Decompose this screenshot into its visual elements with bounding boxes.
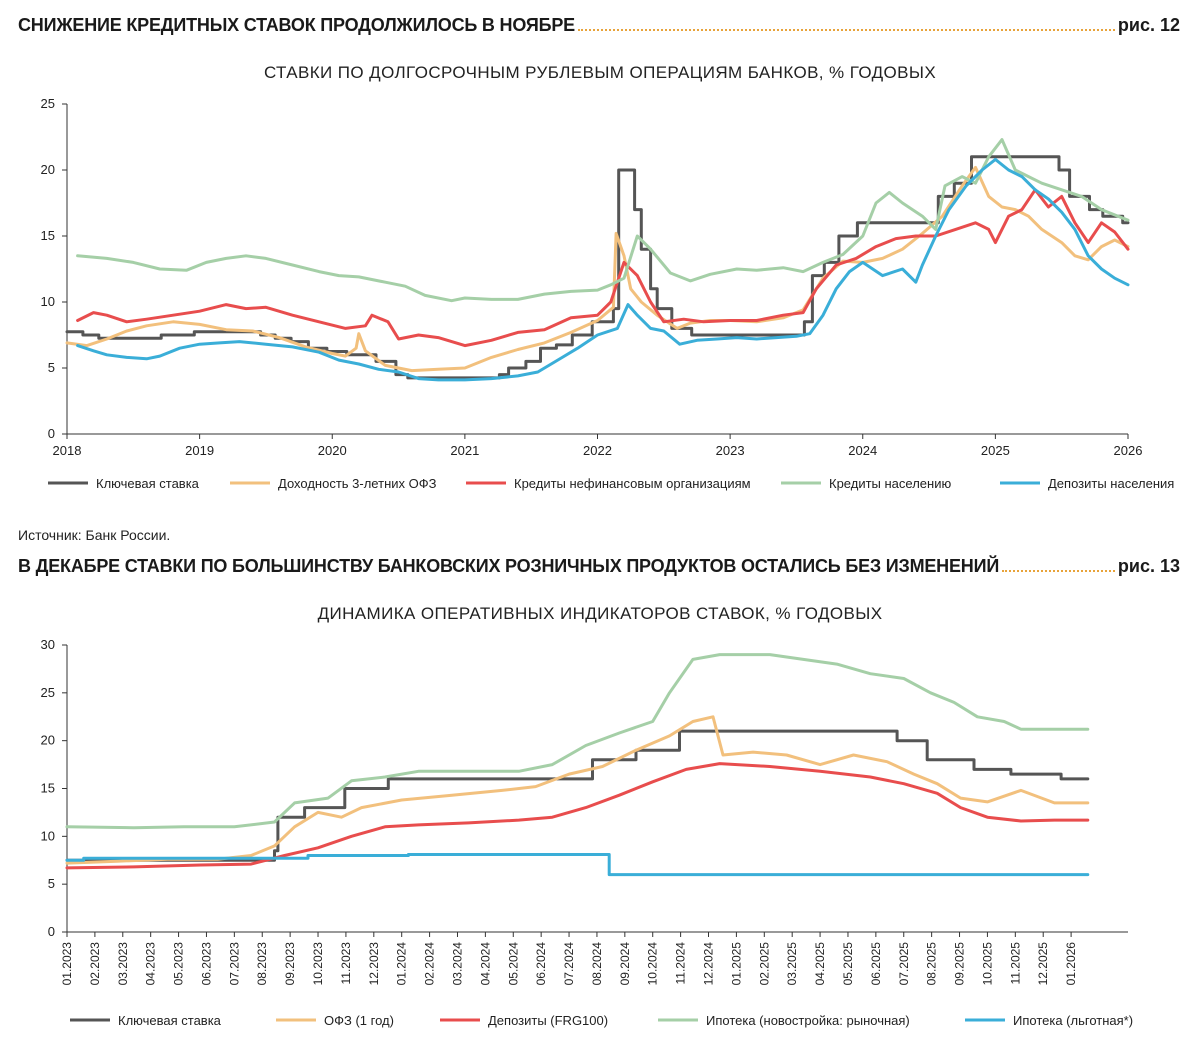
fig12-header-title: СНИЖЕНИЕ КРЕДИТНЫХ СТАВОК ПРОДОЛЖИЛОСЬ В…: [18, 15, 575, 35]
chart1-x-tick-label: 2024: [848, 443, 877, 458]
chart2-x-tick-label: 01.2023: [60, 942, 74, 986]
chart1-legend-label-2: Кредиты нефинансовым организациям: [514, 476, 751, 491]
chart2-series-line-3: [65, 653, 1090, 830]
chart2-y-tick-label: 10: [41, 828, 55, 843]
chart1-legend-label-4: Депозиты населения: [1048, 476, 1174, 491]
chart1-y-tick-label: 5: [48, 360, 55, 375]
fig13-header: В ДЕКАБРЕ СТАВКИ ПО БОЛЬШИНСТВУ БАНКОВСК…: [18, 551, 1180, 577]
chart2-series-line-0: [65, 729, 1090, 862]
chart2-x-tick-label: 02.2025: [757, 942, 771, 986]
chart1-x-tick-label: 2018: [53, 443, 82, 458]
chart2-x-tick-label: 09.2024: [618, 942, 632, 986]
chart1-x-tick-label: 2023: [716, 443, 745, 458]
chart2-x-tick-label: 04.2025: [813, 942, 827, 986]
chart2-x-tick-label: 01.2025: [729, 942, 743, 986]
fig13-header-title: В ДЕКАБРЕ СТАВКИ ПО БОЛЬШИНСТВУ БАНКОВСК…: [18, 556, 1000, 576]
chart1-y-tick-label: 0: [48, 426, 55, 441]
chart2-x-tick-label: 07.2024: [562, 942, 576, 986]
fig12-source: Источник: Банк России.: [18, 527, 171, 543]
chart2-legend-label-0: Ключевая ставка: [118, 1013, 222, 1028]
chart1-y-tick-label: 15: [41, 228, 55, 243]
chart2-x-tick-label: 03.2024: [450, 942, 464, 986]
fig12-number: рис. 12: [1117, 15, 1180, 35]
chart1-legend-label-0: Ключевая ставка: [96, 476, 200, 491]
chart2-x-tick-label: 05.2024: [506, 942, 520, 986]
chart2-x-tick-label: 07.2023: [227, 942, 241, 986]
chart2-x-tick-label: 12.2024: [702, 942, 716, 986]
chart2-y-tick-label: 5: [48, 876, 55, 891]
chart2-x-tick-label: 01.2024: [395, 942, 409, 986]
chart2-x-tick-label: 12.2023: [367, 942, 381, 986]
chart1-series-line-2: [76, 188, 1130, 348]
chart2-y-tick-label: 30: [41, 637, 55, 652]
chart2-x-tick-label: 03.2023: [116, 942, 130, 986]
chart2-x-tick-label: 11.2023: [339, 942, 353, 985]
chart2-series-line-1: [65, 715, 1090, 865]
chart2-x-tick-label: 11.2024: [674, 942, 688, 985]
chart1-x-tick-label: 2025: [981, 443, 1010, 458]
chart1-x-tick-label: 2021: [450, 443, 479, 458]
chart2-y-tick-label: 0: [48, 924, 55, 939]
fig12-header: СНИЖЕНИЕ КРЕДИТНЫХ СТАВОК ПРОДОЛЖИЛОСЬ В…: [18, 10, 1180, 36]
chart2-x-tick-label: 08.2025: [925, 942, 939, 986]
chart2-x-tick-label: 05.2023: [172, 942, 186, 986]
chart2-x-tick-label: 01.2026: [1064, 942, 1078, 986]
chart2-x-tick-label: 06.2024: [534, 942, 548, 986]
chart2-x-tick-label: 06.2023: [199, 942, 213, 986]
chart1-x-tick-label: 2026: [1114, 443, 1143, 458]
chart2-x-tick-label: 04.2024: [478, 942, 492, 986]
chart2-x-tick-label: 09.2025: [953, 942, 967, 986]
chart1-y-tick-label: 20: [41, 162, 55, 177]
chart2-x-tick-label: 08.2023: [255, 942, 269, 986]
fig12-header-dots: [578, 29, 1115, 31]
chart2-series-line-2: [65, 762, 1090, 870]
chart1-legend-label-3: Кредиты населению: [829, 476, 951, 491]
chart1-x-tick-label: 2019: [185, 443, 214, 458]
chart2-legend-label-4: Ипотека (льготная*): [1013, 1013, 1133, 1028]
chart1-y-tick-label: 25: [41, 96, 55, 111]
chart2-x-tick-label: 08.2024: [590, 942, 604, 986]
chart2-legend-label-3: Ипотека (новостройка: рыночная): [706, 1013, 910, 1028]
chart1-x-tick-label: 2020: [318, 443, 347, 458]
chart1-series-line-3: [76, 138, 1130, 303]
chart2-x-tick-label: 10.2025: [980, 942, 994, 986]
chart2-x-tick-label: 07.2025: [897, 942, 911, 986]
chart1-x-tick-label: 2022: [583, 443, 612, 458]
chart1-y-tick-label: 10: [41, 294, 55, 309]
chart1-series-line-1: [65, 165, 1130, 373]
chart2-x-tick-label: 05.2025: [841, 942, 855, 986]
fig13-number: рис. 13: [1117, 556, 1180, 576]
chart2-y-tick-label: 15: [41, 781, 55, 796]
chart2-x-tick-label: 06.2025: [869, 942, 883, 986]
chart2-series-line-4: [65, 853, 1090, 877]
fig13-header-dots: [1002, 570, 1115, 572]
chart2-x-tick-label: 03.2025: [785, 942, 799, 986]
chart2-x-tick-label: 12.2025: [1036, 942, 1050, 986]
chart2-x-tick-label: 04.2023: [144, 942, 158, 986]
chart2-y-tick-label: 20: [41, 733, 55, 748]
chart2-x-tick-label: 02.2024: [423, 942, 437, 986]
chart2-legend-label-1: ОФЗ (1 год): [324, 1013, 394, 1028]
chart2-x-tick-label: 10.2023: [311, 942, 325, 986]
chart2-x-tick-label: 10.2024: [646, 942, 660, 986]
chart2-title: ДИНАМИКА ОПЕРАТИВНЫХ ИНДИКАТОРОВ СТАВОК,…: [317, 604, 883, 623]
chart1-legend-label-1: Доходность 3-летних ОФЗ: [278, 476, 437, 491]
chart1-title: СТАВКИ ПО ДОЛГОСРОЧНЫМ РУБЛЕВЫМ ОПЕРАЦИЯ…: [263, 63, 937, 82]
chart2-x-tick-label: 09.2023: [283, 942, 297, 986]
chart2-x-tick-label: 02.2023: [88, 942, 102, 986]
chart2-legend-label-2: Депозиты (FRG100): [488, 1013, 608, 1028]
chart2-x-tick-label: 11.2025: [1008, 942, 1022, 985]
chart2-y-tick-label: 25: [41, 685, 55, 700]
chart1-series-line-4: [76, 157, 1130, 382]
